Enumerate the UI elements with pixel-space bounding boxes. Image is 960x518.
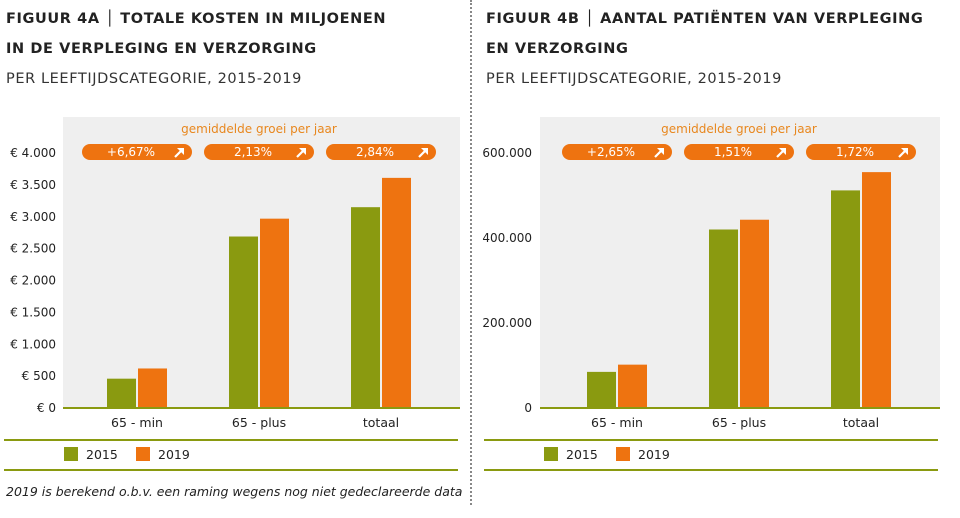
- figure-title: FIGUUR 4A │ TOTALE KOSTEN IN MILJOENEN: [6, 11, 387, 27]
- growth-pill: [684, 144, 794, 160]
- growth-value: 1,51%: [714, 145, 752, 159]
- x-tick-label: totaal: [843, 415, 879, 430]
- growth-pill: [82, 144, 192, 160]
- growth-pill: [806, 144, 916, 160]
- chart-4b: 0 200.000 400.000 600.000 gemiddelde groei p…: [482, 117, 940, 471]
- chart-4a: € 0 € 500 € 1.000 € 1.500 € 2.000 € 2.500 € 3.…: [4, 117, 460, 471]
- growth-value: +6,67%: [107, 145, 155, 159]
- growth-label: gemiddelde groei per jaar: [661, 122, 817, 136]
- legend-swatch-2015: [544, 447, 558, 461]
- bar-2015-1: [229, 236, 258, 408]
- y-tick-label: € 0: [37, 401, 56, 415]
- x-tick-label: 65 - plus: [232, 415, 286, 430]
- y-tick-label: € 500: [22, 369, 56, 383]
- y-tick-label: € 4.000: [10, 146, 56, 160]
- growth-label: gemiddelde groei per jaar: [181, 122, 337, 136]
- arrow-up-right-icon: [296, 148, 306, 158]
- arrow-head: [779, 148, 786, 155]
- figure-4b: FIGUUR 4B │ AANTAL PATIËNTEN VAN VERPLEG…: [480, 0, 940, 518]
- legend-label-2019: 2019: [158, 447, 190, 462]
- bar-2015-2: [831, 190, 860, 408]
- bar-2019-1: [740, 219, 769, 408]
- y-tick-label: 600.000: [482, 146, 532, 160]
- figure-title-continued: IN DE VERPLEGING EN VERZORGING: [6, 41, 317, 57]
- growth-value: 2,84%: [356, 145, 394, 159]
- arrow-up-right-icon: [418, 148, 428, 158]
- legend-swatch-2019: [136, 447, 150, 461]
- figure-4a: FIGUUR 4A │ TOTALE KOSTEN IN MILJOENEN I…: [0, 0, 463, 518]
- figure-title-continued: EN VERZORGING: [486, 41, 629, 57]
- arrow-up-right-icon: [776, 148, 786, 158]
- x-tick-label: 65 - plus: [712, 415, 766, 430]
- x-tick-label: 65 - min: [111, 415, 163, 430]
- y-tick-label: € 1.000: [10, 337, 56, 351]
- arrow-up-right-icon: [654, 148, 664, 158]
- bar-2019-0: [618, 364, 647, 408]
- bar-2015-1: [709, 229, 738, 408]
- legend-swatch-2015: [64, 447, 78, 461]
- arrow-up-right-icon: [174, 148, 184, 158]
- y-tick-label: € 3.500: [10, 178, 56, 192]
- footnote: 2019 is berekend o.b.v. een raming wegen…: [6, 484, 463, 499]
- y-tick-label: € 3.000: [10, 210, 56, 224]
- bar-2015-0: [587, 371, 616, 408]
- legend-swatch-2019: [616, 447, 630, 461]
- arrow-head: [657, 148, 664, 155]
- x-tick-label: totaal: [363, 415, 399, 430]
- growth-pill: [326, 144, 436, 160]
- arrow-head: [901, 148, 908, 155]
- figure-subtitle: PER LEEFTIJDSCATEGORIE, 2015-2019: [6, 71, 303, 87]
- bar-2019-1: [260, 218, 289, 408]
- x-tick-label: 65 - min: [591, 415, 643, 430]
- bar-2015-0: [107, 378, 136, 408]
- legend-label-2015: 2015: [86, 447, 118, 462]
- figure-subtitle: PER LEEFTIJDSCATEGORIE, 2015-2019: [486, 71, 783, 87]
- arrow-head: [299, 148, 306, 155]
- arrow-up-right-icon: [898, 148, 908, 158]
- figure-title: FIGUUR 4B │ AANTAL PATIËNTEN VAN VERPLEG…: [486, 11, 924, 27]
- growth-value: 2,13%: [234, 145, 272, 159]
- growth-pill: [562, 144, 672, 160]
- bar-2019-2: [862, 172, 891, 408]
- y-tick-label: € 1.500: [10, 305, 56, 319]
- y-tick-label: 0: [524, 401, 532, 415]
- y-tick-label: € 2.000: [10, 274, 56, 288]
- growth-pill: [204, 144, 314, 160]
- growth-value: 1,72%: [836, 145, 874, 159]
- y-tick-label: € 2.500: [10, 242, 56, 256]
- bar-2019-2: [382, 177, 411, 408]
- bar-2015-2: [351, 207, 380, 408]
- growth-value: +2,65%: [587, 145, 635, 159]
- y-tick-label: 200.000: [482, 316, 532, 330]
- panel-divider: [470, 0, 472, 505]
- bar-2019-0: [138, 368, 167, 408]
- legend-label-2019: 2019: [638, 447, 670, 462]
- legend-label-2015: 2015: [566, 447, 598, 462]
- arrow-head: [177, 148, 184, 155]
- arrow-head: [421, 148, 428, 155]
- y-tick-label: 400.000: [482, 231, 532, 245]
